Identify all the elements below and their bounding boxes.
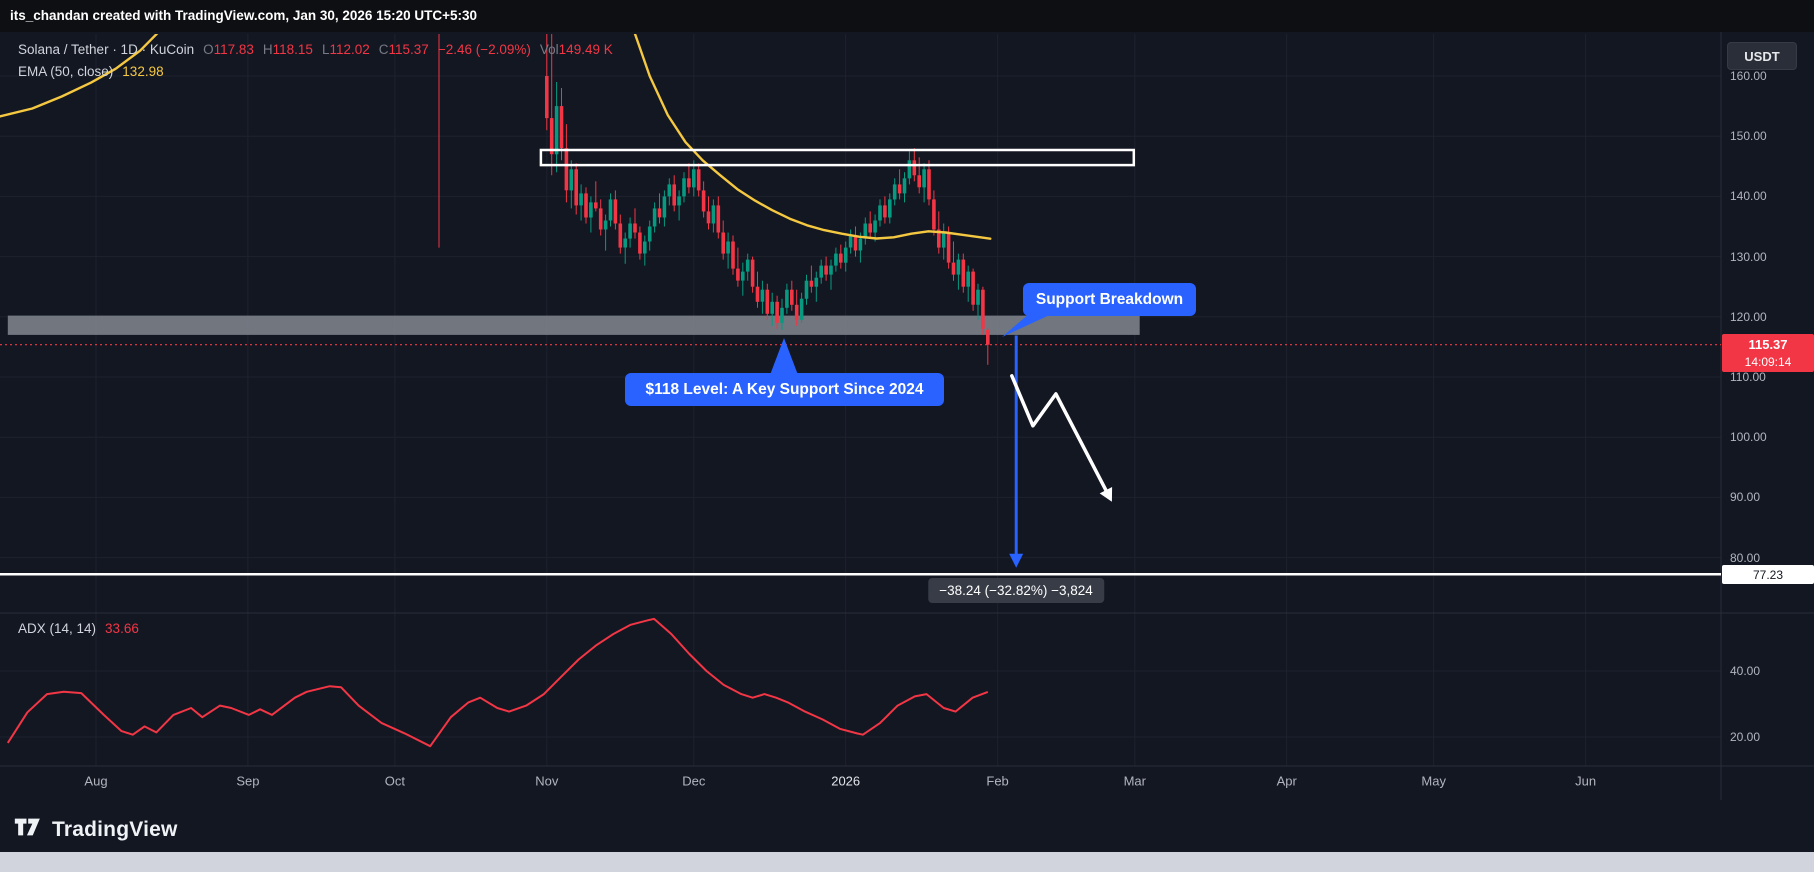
ema-name: EMA (50, close) <box>18 63 114 79</box>
price-tick-label: 100.00 <box>1730 430 1767 445</box>
support-breakdown-callout[interactable]: Support Breakdown <box>1023 283 1196 316</box>
time-tick-label: Nov <box>535 773 559 789</box>
current-price-axis-label: 115.37 14:09:14 <box>1722 334 1814 372</box>
price-tick-label: 140.00 <box>1730 189 1767 204</box>
key-support-callout-tail <box>770 338 798 375</box>
price-tick-label: 130.00 <box>1730 249 1767 264</box>
candles-layer <box>438 34 990 365</box>
measure-tool-label[interactable]: −38.24 (−32.82%) −3,824 <box>928 578 1104 603</box>
price-tick-label: 90.00 <box>1730 490 1761 505</box>
time-tick-label: 2026 <box>831 773 861 789</box>
tradingview-logo[interactable]: TradingView <box>14 814 178 845</box>
time-tick-label: Sep <box>236 773 260 789</box>
price-tick-label: 110.00 <box>1730 370 1766 384</box>
adx-tick-label: 20.00 <box>1730 730 1761 744</box>
price-tick-label: 160.00 <box>1730 69 1767 83</box>
support-breakdown-callout-tail <box>1002 313 1054 337</box>
key-support-callout[interactable]: $118 Level: A Key Support Since 2024 <box>625 373 944 406</box>
time-tick-label: Apr <box>1276 773 1297 789</box>
adx-line <box>6 617 989 748</box>
support-ray-axis-label: 77.23 <box>1722 565 1814 584</box>
resistance-box-drawing[interactable] <box>539 148 1136 167</box>
adx-legend-row[interactable]: ADX (14, 14) 33.66 <box>18 621 139 636</box>
high-value: H 118.15 <box>262 41 313 57</box>
bottom-bar <box>0 852 1814 872</box>
price-tick-label: 120.00 <box>1730 309 1767 324</box>
adx-tick-label: 40.00 <box>1730 664 1761 678</box>
current-price-value: 115.37 <box>1748 337 1788 352</box>
low-value: L 112.02 <box>321 41 370 57</box>
adx-name: ADX (14, 14) <box>18 621 97 636</box>
measure-arrow[interactable] <box>1009 335 1024 568</box>
ema-value: 132.98 <box>122 63 164 79</box>
support-zone-drawing[interactable] <box>7 315 1140 335</box>
time-tick-label: Jun <box>1575 773 1597 789</box>
time-tick-label: Feb <box>986 773 1009 789</box>
close-value: C 115.37 <box>378 41 429 57</box>
ema-line <box>0 34 159 118</box>
attribution-bar: its_chandan created with TradingView.com… <box>0 0 1814 32</box>
adx-value: 33.66 <box>105 621 139 636</box>
open-value: O 117.83 <box>203 41 254 57</box>
time-tick-label: Oct <box>384 773 406 789</box>
volume-value: Vol 149.49 K <box>539 41 613 57</box>
price-tick-label: 150.00 <box>1730 129 1767 144</box>
time-tick-label: May <box>1421 773 1446 789</box>
time-tick-label: Dec <box>682 773 706 789</box>
currency-toggle-button[interactable]: USDT <box>1727 42 1797 70</box>
change-value: −2.46 (−2.09%) <box>437 41 531 57</box>
symbol-title: Solana / Tether · 1D · KuCoin <box>18 41 195 57</box>
price-tick-label: 80.00 <box>1730 550 1761 565</box>
time-tick-label: Mar <box>1123 773 1146 789</box>
tradingview-logo-text: TradingView <box>52 817 178 841</box>
time-tick-label: Aug <box>84 773 108 789</box>
ema-legend-row[interactable]: EMA (50, close) 132.98 <box>18 60 613 82</box>
bar-countdown: 14:09:14 <box>1744 355 1792 369</box>
attribution-text: its_chandan created with TradingView.com… <box>10 8 478 23</box>
impulse-arrow[interactable] <box>1010 374 1113 502</box>
tradingview-logo-icon <box>14 814 44 845</box>
